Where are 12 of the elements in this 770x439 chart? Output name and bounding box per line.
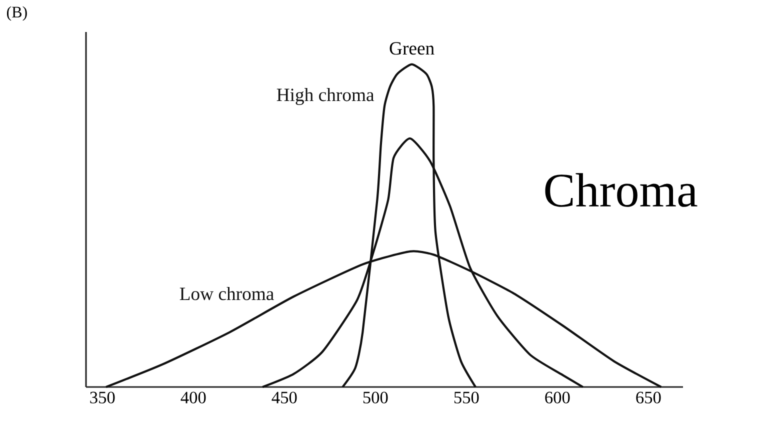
series-label: Low chroma (180, 287, 274, 300)
x-tick-label: 450 (272, 392, 297, 404)
x-tick-label: 550 (454, 392, 479, 404)
x-tick-label: 350 (90, 392, 115, 404)
x-tick-label: 500 (363, 392, 388, 404)
x-tick-label: 650 (636, 392, 661, 404)
series-label: High chroma (276, 88, 374, 106)
text: Chroma (545, 173, 698, 207)
annotation: Green (390, 42, 434, 55)
x-tick-label: 400 (180, 392, 206, 404)
text: (B) (6, 6, 27, 21)
x-tick-label: 600 (545, 392, 570, 404)
